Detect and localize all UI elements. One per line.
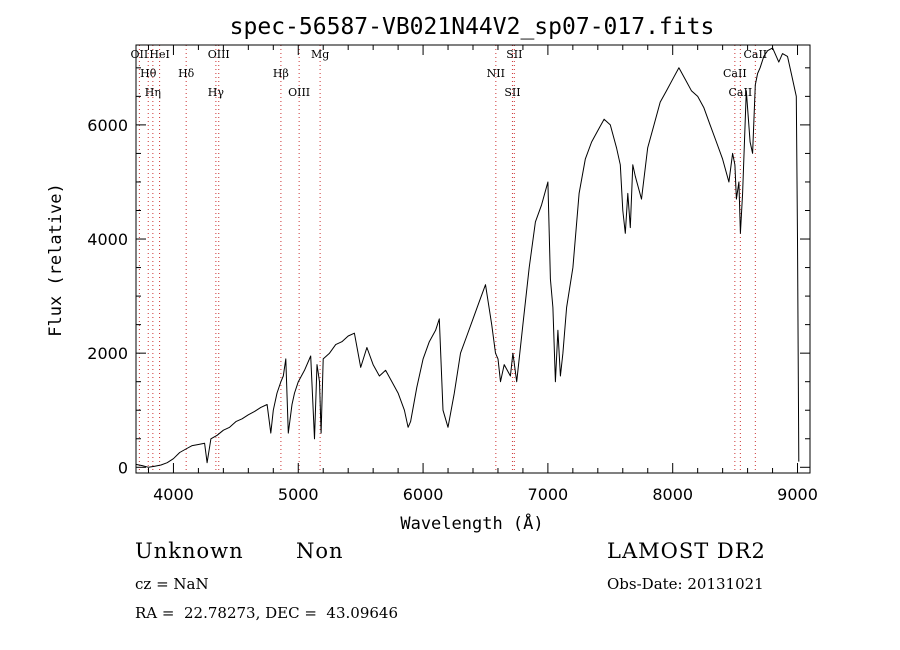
y-axis-ticks: 0 2000 4000 6000 (87, 67, 810, 477)
line-label: Hη (145, 86, 161, 99)
y-tick-label: 4000 (87, 230, 128, 249)
line-label: CaII (729, 86, 753, 99)
line-label: CaII (723, 67, 747, 80)
line-label: HeI (149, 48, 169, 61)
line-label: OIII (208, 48, 230, 61)
line-label: Mg (311, 48, 329, 61)
y-tick-label: 2000 (87, 344, 128, 363)
spectrum-series (135, 47, 800, 468)
spectrum-line (135, 47, 800, 468)
line-label: Hγ (208, 86, 225, 99)
coordinates: RA = 22.78273, DEC = 43.09646 (135, 604, 399, 622)
line-label: CaII (743, 48, 767, 61)
chart-title: spec-56587-VB021N44V2_sp07-017.fits (230, 14, 715, 40)
line-label: SII (504, 86, 520, 99)
object-class: Unknown (135, 539, 244, 563)
line-label: OIII (288, 86, 310, 99)
spectral-line-markers (138, 45, 756, 473)
line-label: SII (506, 48, 522, 61)
object-subclass: Non (296, 539, 344, 563)
y-axis-label: Flux (relative) (46, 183, 66, 337)
obs-date: Obs-Date: 20131021 (607, 575, 764, 593)
line-label: Hδ (178, 67, 195, 80)
spectral-line-labels: OIIHθHηHeIHδHγOIIIHβOIIIMgNIISIISIICaIIC… (131, 48, 768, 99)
x-axis-ticks: 4000 5000 6000 7000 8000 9000 (147, 45, 818, 504)
x-tick-label: 8000 (652, 485, 693, 504)
x-tick-label: 5000 (278, 485, 319, 504)
x-tick-label: 9000 (777, 485, 818, 504)
x-axis-label: Wavelength (Å) (400, 512, 543, 534)
line-label: Hθ (140, 67, 157, 80)
x-tick-label: 4000 (153, 485, 194, 504)
plot-frame (135, 44, 811, 474)
x-tick-label: 6000 (403, 485, 444, 504)
line-label: NII (487, 67, 505, 80)
line-label: OII (131, 48, 149, 61)
line-label: Hβ (273, 67, 289, 80)
redshift-cz: cz = NaN (135, 575, 209, 593)
x-tick-label: 7000 (528, 485, 569, 504)
y-tick-label: 0 (118, 458, 128, 477)
survey-name: LAMOST DR2 (607, 539, 766, 563)
y-tick-label: 6000 (87, 116, 128, 135)
